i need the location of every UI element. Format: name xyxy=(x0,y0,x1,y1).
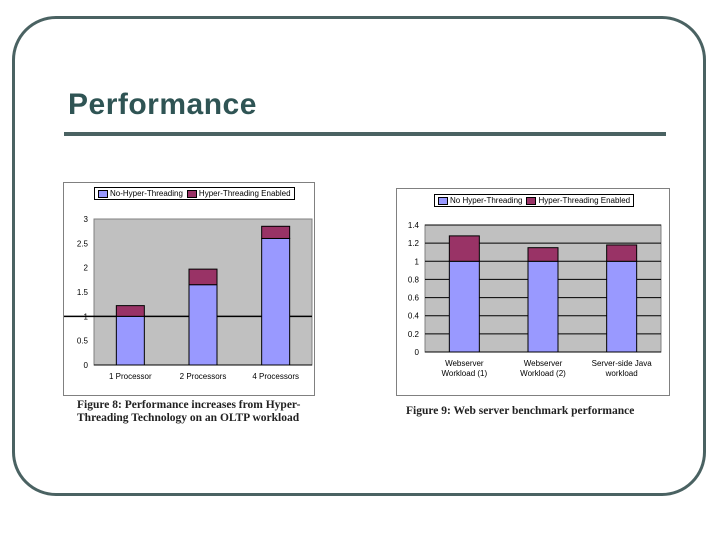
legend-label-ht: Hyper-Threading Enabled xyxy=(538,196,631,205)
x-tick-label: Workload (1) xyxy=(442,369,488,378)
bar-hyper-threading-enabled xyxy=(261,225,291,239)
bar-no-hyper-threading xyxy=(115,315,145,366)
legend-item-no-ht: No-Hyper-Threading xyxy=(98,189,183,198)
x-tick-label: 2 Processors xyxy=(180,372,227,381)
legend-label-ht: Hyper-Threading Enabled xyxy=(198,189,291,198)
legend-swatch-no-ht xyxy=(438,196,448,205)
y-tick-label: 1.5 xyxy=(77,288,89,297)
x-tick-label: workload xyxy=(605,369,638,378)
title-underline xyxy=(64,132,666,136)
oltp-chart-legend: No-Hyper-Threading Hyper-Threading Enabl… xyxy=(94,187,295,200)
y-tick-label: 1 xyxy=(415,257,420,266)
bar-no-hyper-threading xyxy=(527,260,559,353)
y-tick-label: 0.8 xyxy=(408,275,420,284)
webserver-chart-legend: No Hyper-Threading Hyper-Threading Enabl… xyxy=(434,194,635,207)
legend-label-no-ht: No Hyper-Threading xyxy=(450,196,523,205)
legend-swatch-ht xyxy=(526,196,537,205)
x-tick-label: Server-side Java xyxy=(592,359,653,368)
y-tick-label: 2 xyxy=(84,264,89,273)
figure-8-caption: Figure 8: Performance increases from Hyp… xyxy=(77,399,301,424)
webserver-chart: 0 0.2 0.4 0.6 0.8 1 1.2 1.4 Webserver Workload (1… xyxy=(396,188,670,396)
x-tick-label: Webserver xyxy=(524,359,563,368)
y-tick-label: 1.4 xyxy=(408,221,420,230)
bar-no-hyper-threading xyxy=(261,237,291,366)
x-tick-label: Webserver xyxy=(445,359,484,368)
legend-item-no-ht: No Hyper-Threading xyxy=(438,196,522,205)
legend-swatch-ht xyxy=(186,189,197,198)
y-tick-label: 0.5 xyxy=(77,337,89,346)
bar-hyper-threading-enabled xyxy=(606,244,638,262)
slide-title: Performance xyxy=(68,88,257,121)
x-tick-label: 4 Processors xyxy=(252,372,299,381)
bar-no-hyper-threading xyxy=(606,260,638,353)
y-tick-label: 1.2 xyxy=(408,239,420,248)
legend-swatch-no-ht xyxy=(98,189,108,198)
bar-hyper-threading-enabled xyxy=(188,268,218,286)
bar-hyper-threading-enabled xyxy=(527,247,559,262)
y-tick-label: 0.6 xyxy=(408,294,420,303)
y-tick-label: 0.4 xyxy=(408,312,420,321)
y-tick-label: 0 xyxy=(84,361,89,370)
y-tick-label: 0.2 xyxy=(408,330,420,339)
slide-frame xyxy=(12,16,706,496)
y-tick-label: 0 xyxy=(415,348,420,357)
y-tick-label: 2.5 xyxy=(77,239,89,248)
bar-no-hyper-threading xyxy=(188,284,218,366)
figure-9-caption: Figure 9: Web server benchmark performan… xyxy=(406,405,635,417)
x-tick-label: 1 Processor xyxy=(109,372,152,381)
legend-item-ht: Hyper-Threading Enabled xyxy=(186,189,291,198)
bar-hyper-threading-enabled xyxy=(115,305,145,317)
bar-no-hyper-threading xyxy=(448,260,480,353)
legend-label-no-ht: No-Hyper-Threading xyxy=(110,189,183,198)
legend-item-ht: Hyper-Threading Enabled xyxy=(526,196,630,205)
x-tick-label: Workload (2) xyxy=(520,369,566,378)
y-tick-label: 3 xyxy=(84,215,89,224)
bar-hyper-threading-enabled xyxy=(448,235,480,262)
